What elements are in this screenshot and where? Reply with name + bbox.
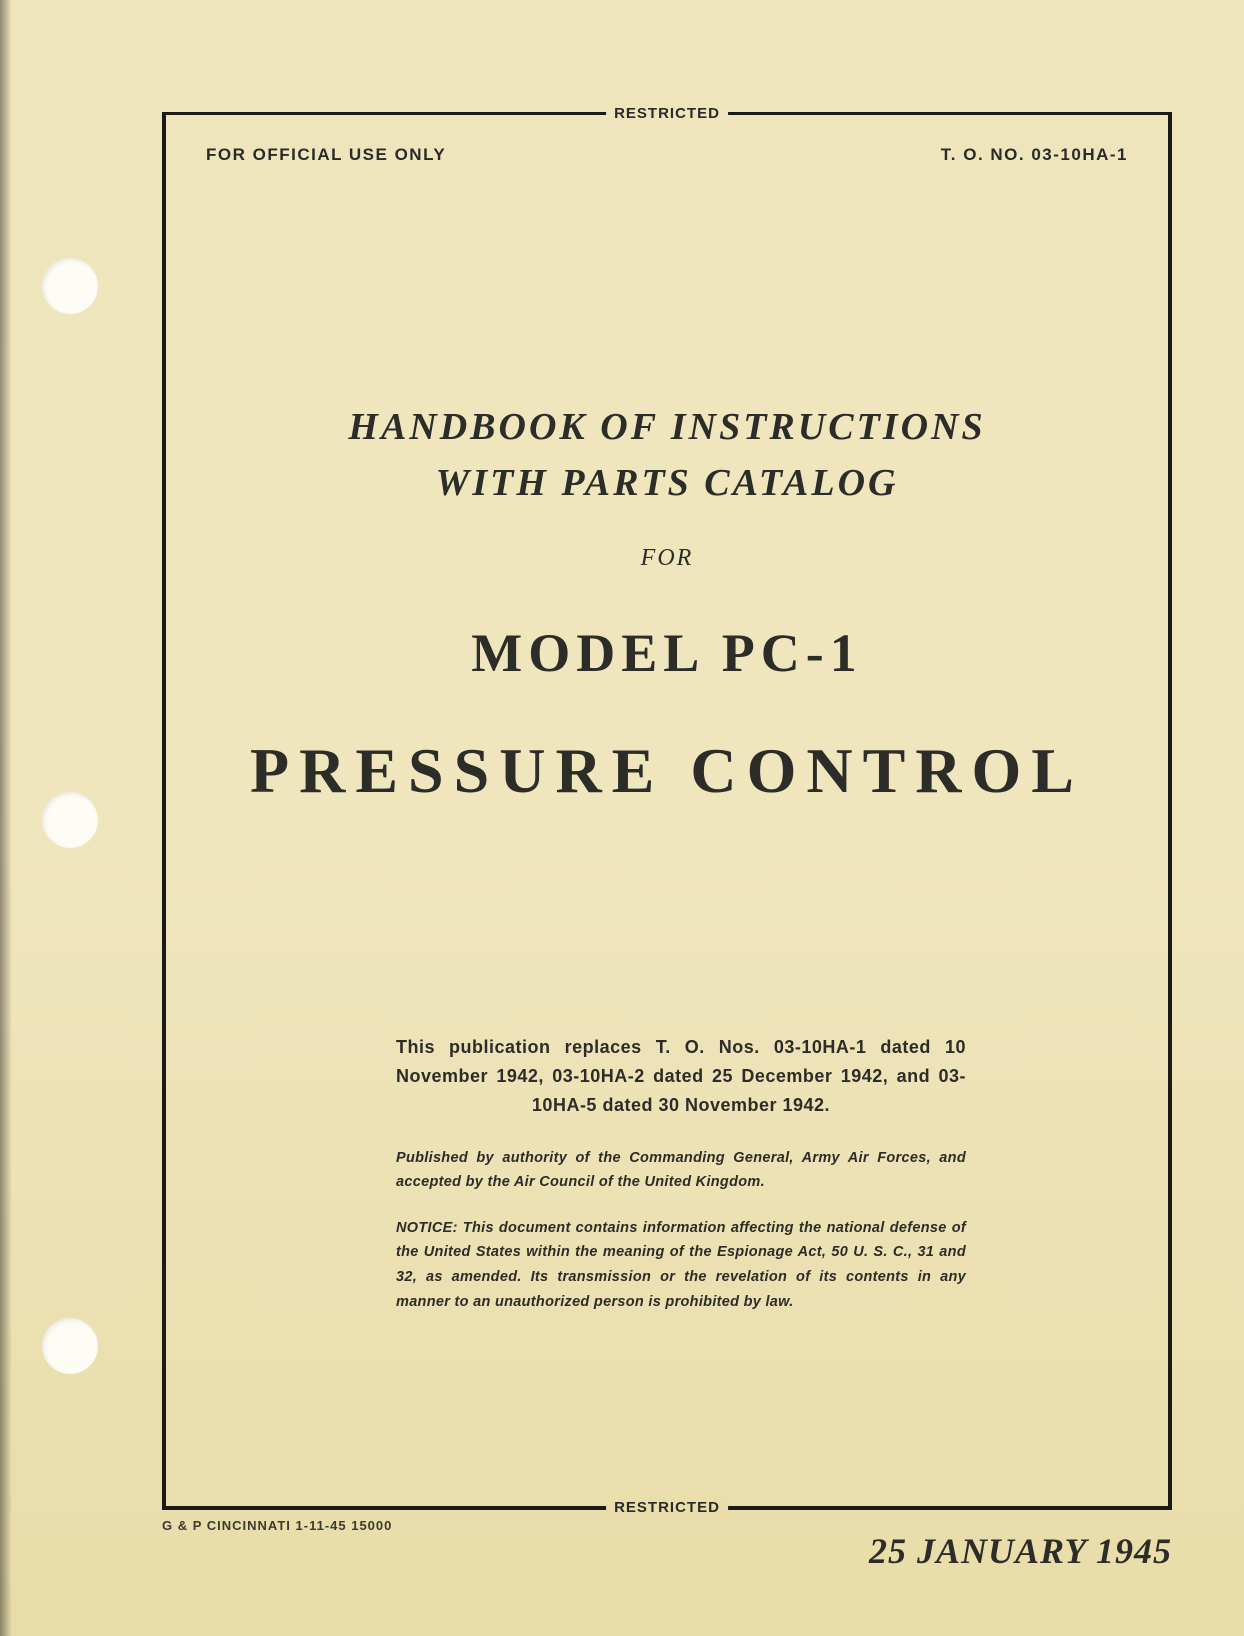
title-line-2: WITH PARTS CATALOG	[166, 461, 1168, 505]
header-left: FOR OFFICIAL USE ONLY	[206, 145, 446, 165]
header-row: FOR OFFICIAL USE ONLY T. O. NO. 03-10HA-…	[206, 145, 1128, 165]
classification-bottom: RESTRICTED	[606, 1499, 728, 1516]
publication-date: 25 JANUARY 1945	[869, 1530, 1172, 1572]
subject-title: PRESSURE CONTROL	[166, 734, 1168, 808]
punch-hole	[42, 792, 98, 848]
header-right: T. O. NO. 03-10HA-1	[941, 145, 1128, 165]
replaces-text: This publication replaces T. O. Nos. 03-…	[396, 1033, 966, 1119]
printer-mark: G & P CINCINNATI 1-11-45 15000	[162, 1518, 392, 1533]
classification-top: RESTRICTED	[606, 105, 728, 122]
title-for: FOR	[166, 545, 1168, 572]
security-notice: NOTICE: This document contains informati…	[396, 1216, 966, 1315]
document-page: RESTRICTED RESTRICTED FOR OFFICIAL USE O…	[0, 0, 1244, 1636]
punch-hole	[42, 1318, 98, 1374]
content-border: RESTRICTED RESTRICTED FOR OFFICIAL USE O…	[162, 112, 1172, 1510]
title-block: HANDBOOK OF INSTRUCTIONS WITH PARTS CATA…	[166, 405, 1168, 808]
binding-shadow	[0, 0, 12, 1636]
title-line-1: HANDBOOK OF INSTRUCTIONS	[166, 405, 1168, 449]
punch-hole	[42, 258, 98, 314]
published-text: Published by authority of the Commanding…	[396, 1147, 966, 1193]
notice-block: This publication replaces T. O. Nos. 03-…	[396, 1033, 966, 1314]
model-name: MODEL PC-1	[166, 622, 1168, 684]
